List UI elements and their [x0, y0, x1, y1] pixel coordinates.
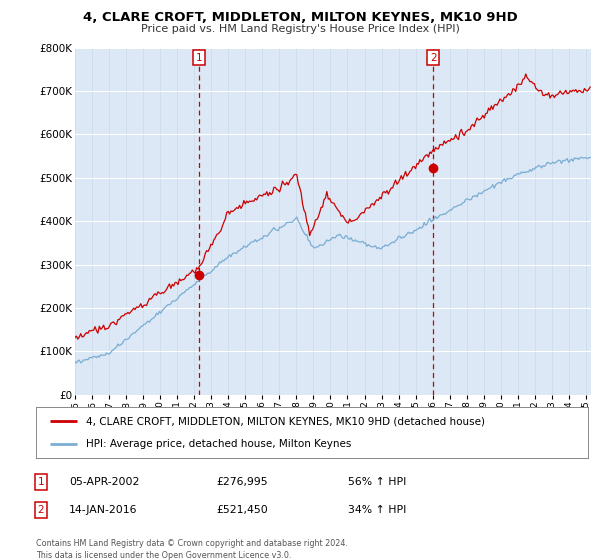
Text: HPI: Average price, detached house, Milton Keynes: HPI: Average price, detached house, Milt… [86, 440, 351, 450]
Text: 34% ↑ HPI: 34% ↑ HPI [348, 505, 406, 515]
Text: £276,995: £276,995 [216, 477, 268, 487]
Text: 05-APR-2002: 05-APR-2002 [69, 477, 139, 487]
Text: 1: 1 [196, 53, 202, 63]
Text: 4, CLARE CROFT, MIDDLETON, MILTON KEYNES, MK10 9HD: 4, CLARE CROFT, MIDDLETON, MILTON KEYNES… [83, 11, 517, 24]
Text: £521,450: £521,450 [216, 505, 268, 515]
Text: 2: 2 [430, 53, 437, 63]
Text: Contains HM Land Registry data © Crown copyright and database right 2024.
This d: Contains HM Land Registry data © Crown c… [36, 539, 348, 559]
Text: 56% ↑ HPI: 56% ↑ HPI [348, 477, 406, 487]
Text: 14-JAN-2016: 14-JAN-2016 [69, 505, 137, 515]
Text: 4, CLARE CROFT, MIDDLETON, MILTON KEYNES, MK10 9HD (detached house): 4, CLARE CROFT, MIDDLETON, MILTON KEYNES… [86, 416, 485, 426]
Text: 1: 1 [37, 477, 44, 487]
Text: Price paid vs. HM Land Registry's House Price Index (HPI): Price paid vs. HM Land Registry's House … [140, 24, 460, 34]
Text: 2: 2 [37, 505, 44, 515]
